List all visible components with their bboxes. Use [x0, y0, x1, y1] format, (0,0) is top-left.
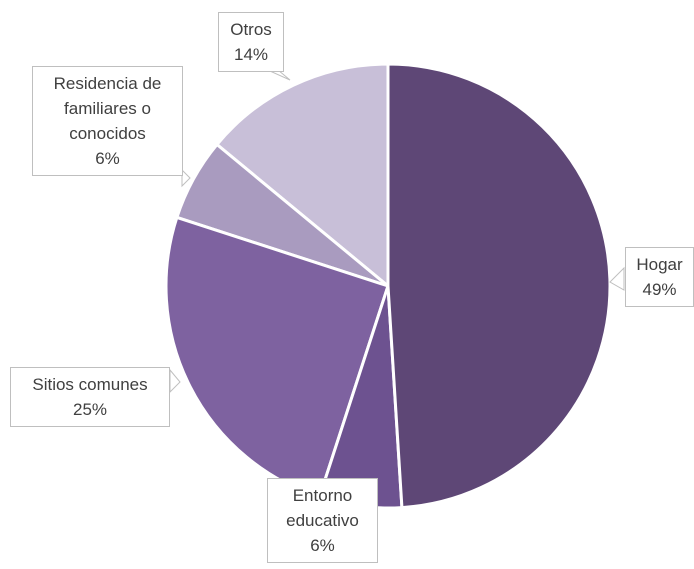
value-label: 6% [310, 536, 335, 555]
category-label: Hogar [636, 255, 683, 274]
value-label: 25% [72, 400, 108, 419]
callout-pointer [181, 168, 191, 188]
pie-slice [214, 62, 390, 290]
category-label: Entorno educativo [286, 486, 359, 530]
category-label: Sitios comunes [32, 375, 148, 394]
value-label: 14% [233, 45, 269, 64]
value-label: 6% [95, 149, 120, 168]
category-label: Residencia de familiares o conocidos [53, 74, 162, 143]
data-label: Hogar 49% [625, 247, 694, 307]
data-label: Residencia de familiares o conocidos 6% [32, 66, 183, 176]
pie-slice [386, 62, 612, 510]
callout-pointer [609, 266, 625, 291]
callout-pointer [169, 368, 181, 394]
data-label: Entorno educativo 6% [267, 478, 378, 563]
value-label: 49% [642, 280, 677, 299]
data-label: Sitios comunes 25% [10, 367, 170, 427]
data-label: Otros 14% [218, 12, 284, 72]
category-label: Otros [230, 20, 272, 39]
